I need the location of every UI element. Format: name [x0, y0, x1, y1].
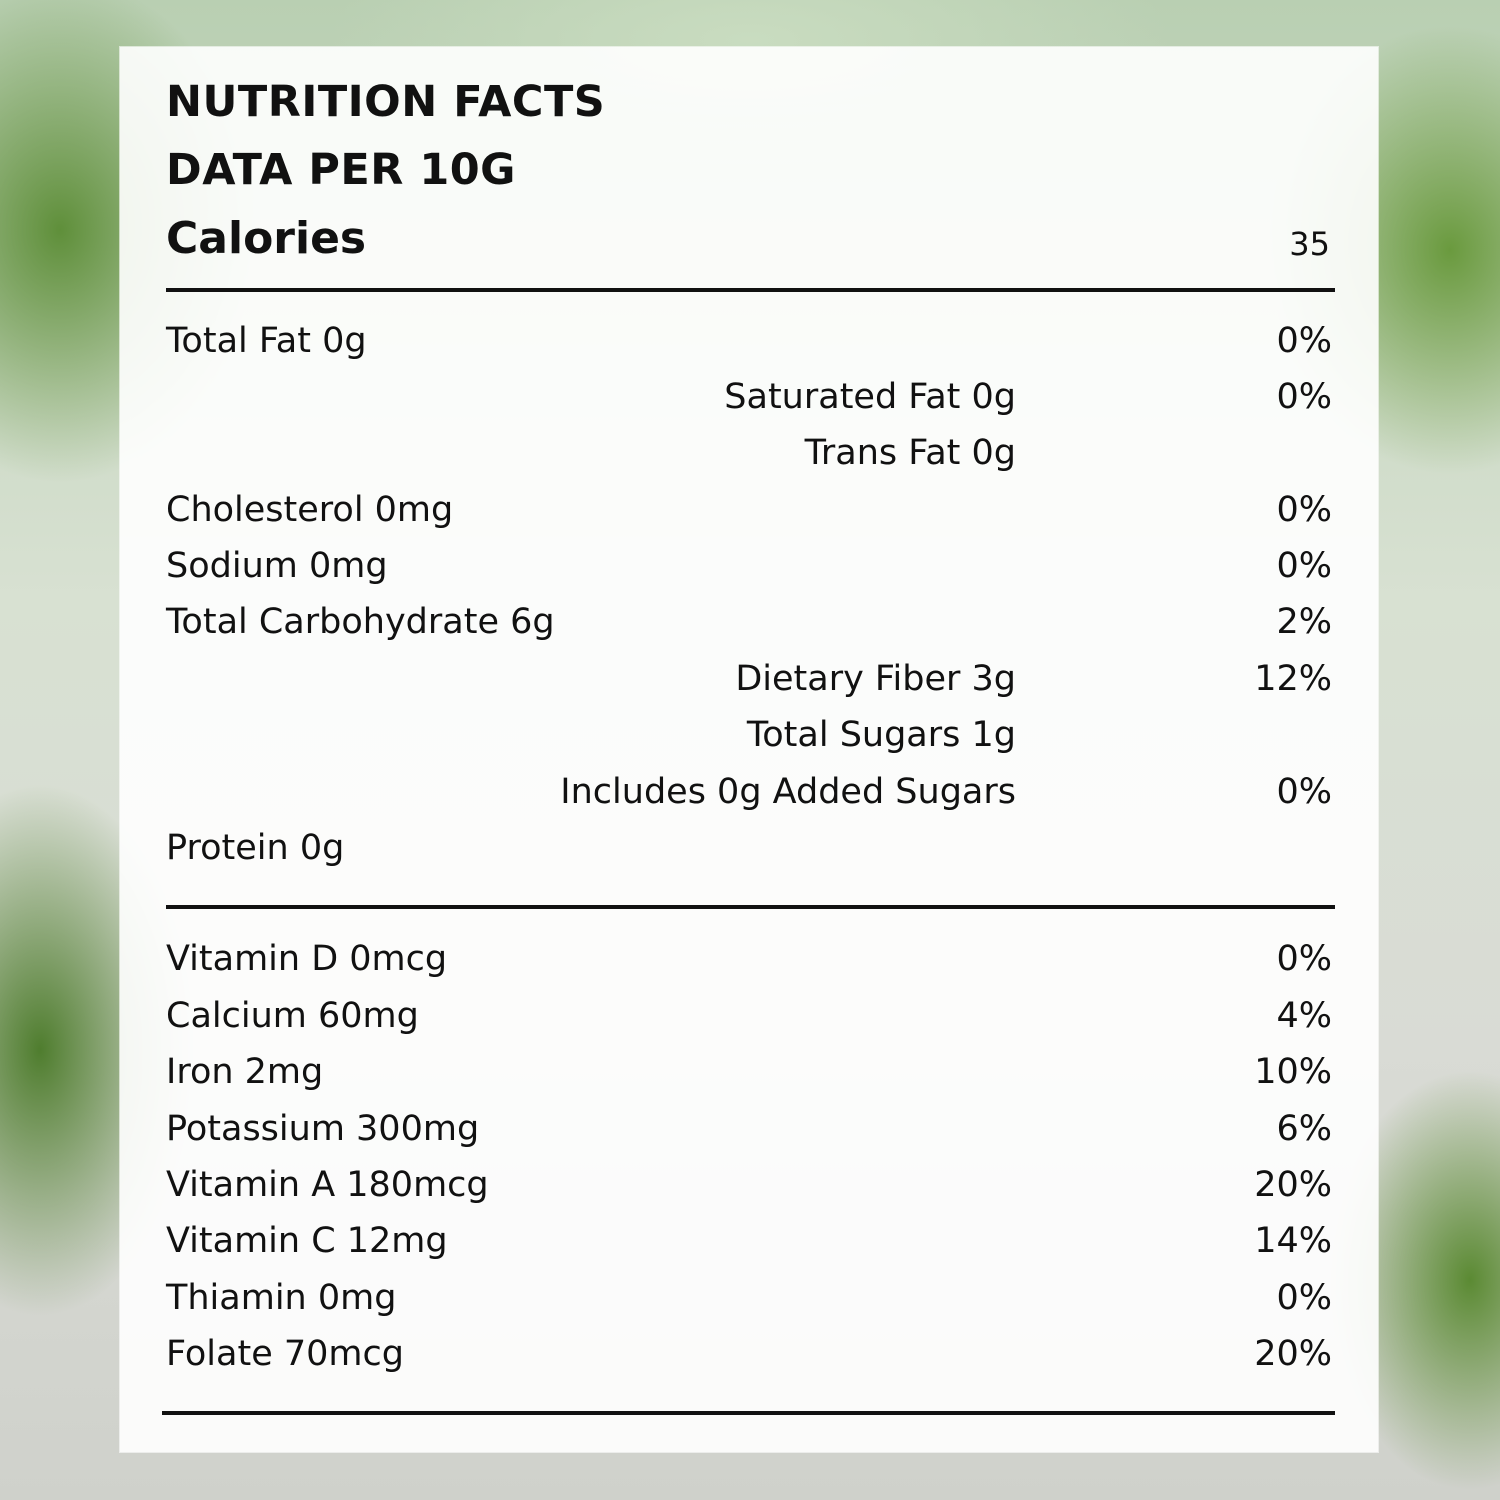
vitamin-name: Potassium 300mg: [166, 1109, 480, 1149]
vitamin-percent: 10%: [1254, 1052, 1332, 1092]
nutrient-row-total-fat: Total Fat 0g 0%: [166, 313, 1332, 369]
vitamin-row-calcium: Calcium 60mg 4%: [166, 988, 1332, 1044]
vitamin-percent: 0%: [1276, 1278, 1332, 1318]
vitamin-name: Vitamin C 12mg: [166, 1221, 448, 1261]
nutrient-row-cholesterol: Cholesterol 0mg 0%: [166, 482, 1332, 538]
serving-size-title: DATA PER 10G: [166, 145, 516, 195]
vitamin-percent: 0%: [1276, 939, 1332, 979]
nutrient-row-saturated-fat: Saturated Fat 0g 0%: [166, 369, 1332, 425]
nutrient-percent: 0%: [1276, 377, 1332, 417]
vitamin-percent: 14%: [1254, 1221, 1332, 1261]
nutrient-row-total-sugars: Total Sugars 1g: [166, 707, 1332, 763]
vitamin-row-folate: Folate 70mcg 20%: [166, 1326, 1332, 1382]
nutrient-name: Trans Fat 0g: [804, 433, 1016, 473]
nutrient-name: Dietary Fiber 3g: [735, 659, 1016, 699]
nutrient-row-added-sugars: Includes 0g Added Sugars 0%: [166, 764, 1332, 820]
vitamin-name: Calcium 60mg: [166, 996, 419, 1036]
nutrient-percent: 2%: [1276, 602, 1332, 642]
nutrient-name: Protein 0g: [166, 828, 345, 868]
vitamin-name: Iron 2mg: [166, 1052, 324, 1092]
nutrient-percent: 0%: [1276, 546, 1332, 586]
nutrition-facts-title: NUTRITION FACTS: [166, 77, 606, 127]
vitamin-row-potassium: Potassium 300mg 6%: [166, 1101, 1332, 1157]
vitamin-name: Vitamin D 0mcg: [166, 939, 448, 979]
vitamin-row-iron: Iron 2mg 10%: [166, 1044, 1332, 1100]
nutrient-name: Total Fat 0g: [166, 321, 367, 361]
vitamin-percent: 4%: [1276, 996, 1332, 1036]
nutrient-percent: 0%: [1276, 321, 1332, 361]
nutrient-percent: 0%: [1276, 772, 1332, 812]
vitamin-row-thiamin: Thiamin 0mg 0%: [166, 1270, 1332, 1326]
vitamin-percent: 6%: [1276, 1109, 1332, 1149]
vitamin-percent: 20%: [1254, 1334, 1332, 1374]
nutrient-name: Cholesterol 0mg: [166, 490, 454, 530]
nutrient-percent: 12%: [1254, 659, 1332, 699]
calories-label: Calories: [166, 213, 367, 264]
nutrient-row-total-carbohydrate: Total Carbohydrate 6g 2%: [166, 594, 1332, 650]
vitamin-row-vitamin-d: Vitamin D 0mcg 0%: [166, 931, 1332, 987]
vitamin-row-vitamin-a: Vitamin A 180mcg 20%: [166, 1157, 1332, 1213]
nutrient-percent: 0%: [1276, 490, 1332, 530]
nutrient-row-trans-fat: Trans Fat 0g: [166, 425, 1332, 481]
divider-middle: [166, 905, 1335, 909]
divider-bottom: [162, 1411, 1335, 1415]
calories-value: 35: [1289, 225, 1330, 263]
nutrient-name: Includes 0g Added Sugars: [560, 772, 1016, 812]
nutrient-name: Total Carbohydrate 6g: [166, 602, 555, 642]
vitamin-name: Folate 70mcg: [166, 1334, 404, 1374]
vitamin-name: Thiamin 0mg: [166, 1278, 397, 1318]
nutrient-name: Saturated Fat 0g: [724, 377, 1016, 417]
nutrient-row-dietary-fiber: Dietary Fiber 3g 12%: [166, 651, 1332, 707]
nutrient-row-sodium: Sodium 0mg 0%: [166, 538, 1332, 594]
nutrient-name: Sodium 0mg: [166, 546, 388, 586]
vitamin-percent: 20%: [1254, 1165, 1332, 1205]
nutrient-row-protein: Protein 0g: [166, 820, 1332, 876]
nutrition-facts-panel: NUTRITION FACTS DATA PER 10G Calories 35…: [120, 47, 1378, 1452]
divider-top: [166, 288, 1335, 292]
vitamin-name: Vitamin A 180mcg: [166, 1165, 489, 1205]
vitamin-row-vitamin-c: Vitamin C 12mg 14%: [166, 1213, 1332, 1269]
nutrient-name: Total Sugars 1g: [746, 715, 1016, 755]
